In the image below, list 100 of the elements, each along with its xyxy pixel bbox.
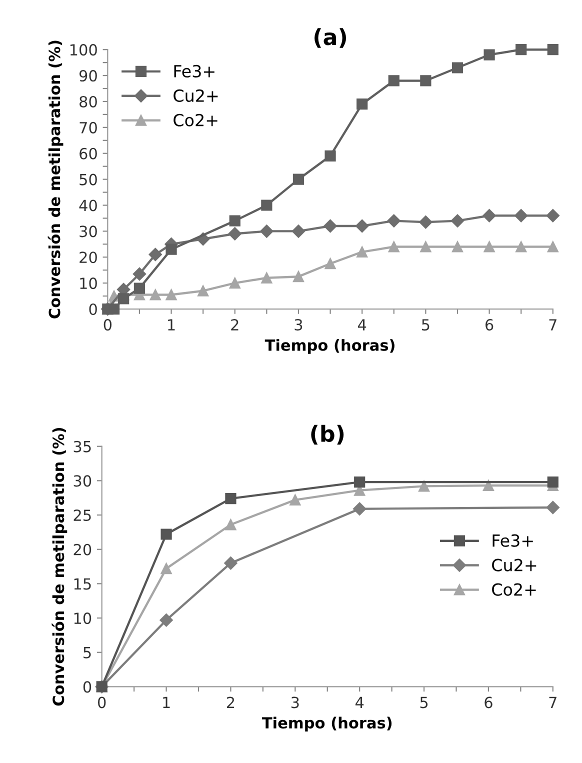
point	[228, 227, 242, 240]
chart-title: (b)	[311, 424, 344, 445]
x-tick-label: 2	[231, 319, 238, 330]
x-tick-label: 6	[486, 319, 494, 331]
point	[547, 44, 558, 56]
legend-label: Co2+	[174, 114, 218, 126]
point	[324, 150, 336, 162]
x-tick-label: 0	[98, 696, 106, 708]
point	[356, 219, 369, 233]
y-tick-label: 10	[74, 612, 92, 624]
y-tick-label: 35	[74, 440, 91, 452]
point	[356, 98, 368, 110]
point	[482, 480, 494, 492]
y-tick-label: 0	[89, 303, 97, 316]
x-tick-label: 6	[484, 696, 492, 708]
y-tick-label: 50	[80, 174, 97, 186]
chart-title: (a)	[314, 28, 346, 48]
x-tick-label: 2	[226, 696, 234, 708]
point	[516, 44, 527, 56]
x-tick-label: 7	[549, 319, 556, 330]
point	[450, 214, 464, 228]
point	[132, 267, 146, 281]
legend-label: Cu2+	[174, 89, 218, 102]
legend-label: Cu2+	[492, 558, 536, 572]
point	[546, 209, 560, 222]
point	[225, 492, 236, 504]
point	[134, 282, 146, 294]
y-tick-label: 15	[74, 578, 91, 590]
y-tick-label: 0	[83, 681, 92, 693]
point	[452, 62, 464, 74]
y-axis-title: Conversión de metilparation (%)	[48, 40, 64, 318]
x-tick-label: 3	[291, 696, 299, 708]
point	[420, 241, 432, 252]
point	[148, 248, 162, 262]
point	[546, 500, 560, 514]
point	[290, 494, 301, 506]
point	[452, 241, 464, 252]
point	[260, 224, 274, 238]
y-tick-label: 20	[80, 252, 97, 264]
y-tick-label: 40	[79, 200, 97, 212]
x-tick-label: 0	[104, 319, 112, 331]
y-tick-label: 20	[74, 544, 92, 556]
legend-label: Fe3+	[492, 534, 533, 547]
x-axis-title: Tiempo (horas)	[262, 716, 392, 732]
point	[118, 293, 130, 304]
x-tick-label: 4	[355, 696, 364, 708]
x-tick-label: 5	[422, 319, 430, 331]
point	[108, 303, 120, 315]
point	[160, 614, 173, 627]
x-tick-label: 7	[549, 696, 556, 708]
point	[353, 502, 366, 516]
y-tick-label: 70	[80, 122, 97, 134]
point	[418, 480, 430, 492]
point	[150, 289, 161, 300]
legend-label: Co2+	[492, 583, 536, 596]
y-tick-label: 25	[74, 509, 91, 522]
point	[482, 209, 496, 222]
y-tick-label: 30	[80, 226, 97, 238]
point	[292, 174, 304, 185]
x-tick-label: 1	[163, 696, 170, 708]
point	[292, 271, 304, 282]
point	[388, 75, 400, 86]
y-axis-title: Conversión de metilparation (%)	[52, 428, 68, 706]
point	[387, 214, 400, 228]
point	[229, 215, 240, 226]
point	[356, 246, 368, 258]
point	[420, 75, 432, 86]
x-axis-title: Tiempo (horas)	[264, 339, 394, 354]
point	[225, 519, 236, 530]
point	[261, 272, 272, 284]
legend-label: Fe3+	[174, 64, 214, 78]
y-tick-label: 100	[70, 44, 97, 56]
y-tick-label: 80	[80, 96, 97, 108]
point	[229, 278, 240, 289]
point	[198, 285, 209, 296]
point	[324, 219, 337, 233]
y-tick-label: 10	[80, 278, 97, 290]
point	[261, 200, 272, 211]
point	[484, 49, 495, 60]
point	[419, 216, 432, 229]
y-tick-label: 30	[74, 475, 92, 487]
point	[514, 209, 528, 222]
y-tick-label: 60	[80, 148, 97, 160]
x-tick-label: 3	[294, 319, 302, 331]
point	[388, 241, 400, 252]
point	[224, 556, 238, 570]
y-tick-label: 5	[84, 647, 91, 658]
point	[547, 241, 558, 252]
point	[292, 224, 306, 238]
x-tick-label: 4	[358, 319, 366, 330]
point	[166, 289, 177, 300]
point	[484, 241, 495, 252]
point	[354, 476, 366, 488]
y-tick-label: 90	[79, 70, 97, 82]
x-tick-label: 1	[168, 319, 175, 330]
point	[160, 563, 172, 574]
point	[547, 476, 558, 488]
point	[516, 241, 527, 252]
x-tick-label: 5	[420, 696, 428, 708]
point	[160, 528, 172, 540]
